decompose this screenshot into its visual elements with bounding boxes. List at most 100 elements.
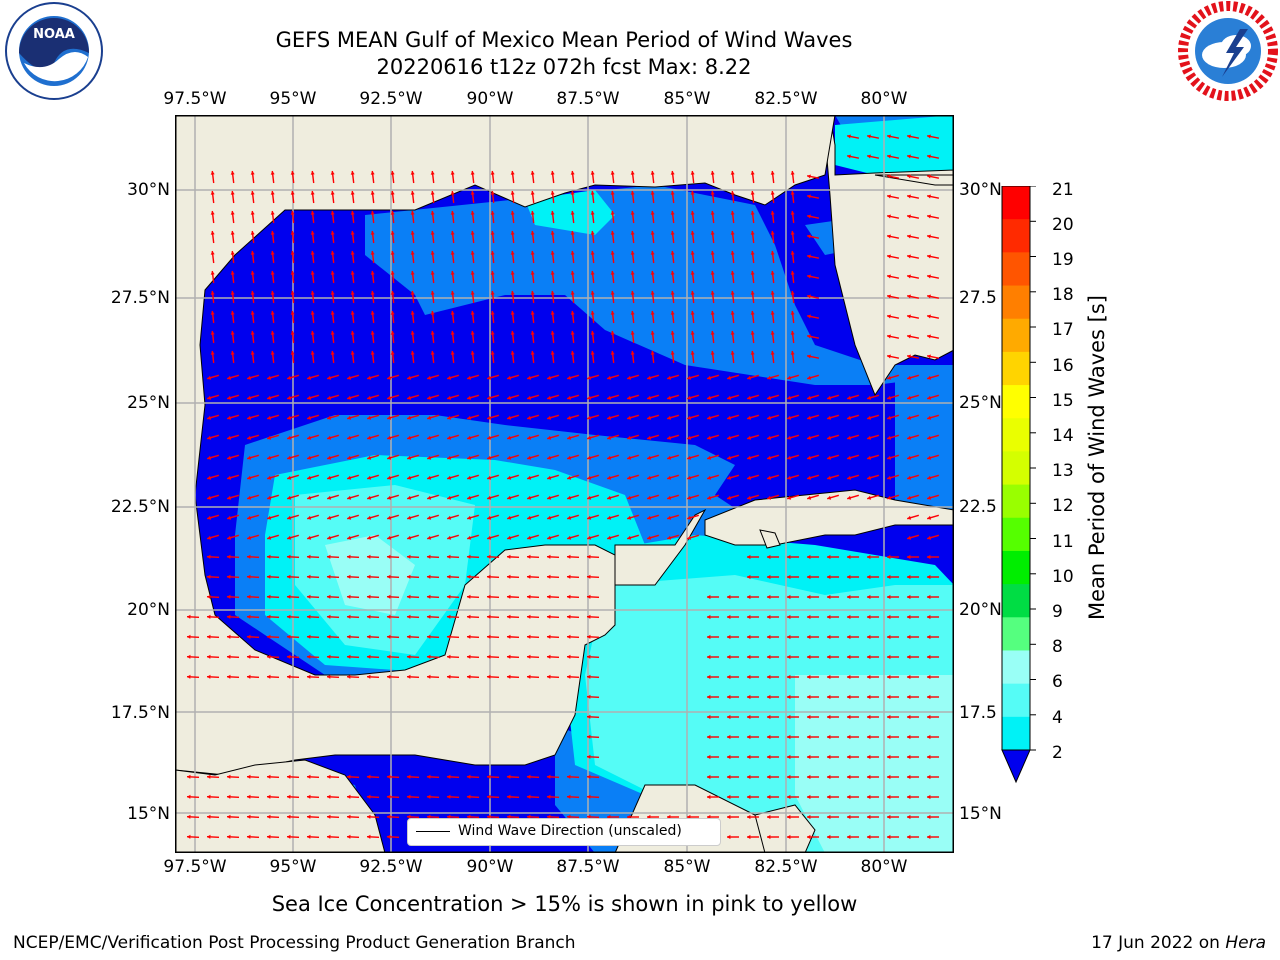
wind-wave-arrow-head [487, 495, 492, 500]
credit-right: 17 Jun 2022 on Hera [1091, 933, 1266, 953]
wind-wave-arrow-head [687, 535, 692, 540]
wind-wave-arrow-head [787, 594, 791, 600]
wind-wave-arrow-head [727, 754, 731, 760]
wind-wave-arrow-head [607, 435, 612, 440]
wind-wave-arrow-head [790, 171, 795, 175]
wind-wave-arrow-head [250, 331, 255, 335]
wind-wave-arrow-head [290, 351, 295, 355]
wind-wave-arrow-head [847, 774, 851, 780]
lat-label-right: 20°N [959, 600, 1002, 620]
wind-wave-arrow-head [430, 331, 435, 335]
wind-wave-arrow-head [347, 834, 351, 839]
wind-wave-arrow-head [630, 291, 635, 295]
wind-wave-arrow-head [450, 251, 455, 255]
wind-wave-arrow-head [207, 634, 211, 639]
wind-wave-arrow-head [827, 574, 831, 580]
wind-wave-arrow-head [270, 211, 275, 215]
wind-wave-arrow-head [390, 171, 395, 175]
wind-wave-arrow-head [767, 495, 772, 500]
wind-wave-arrow-head [587, 455, 592, 460]
wind-wave-arrow-head [247, 455, 252, 460]
wind-wave-arrow-head [507, 535, 512, 540]
wind-wave-arrow-head [270, 171, 275, 175]
wind-wave-arrow-head [827, 694, 831, 700]
wind-wave-arrow-head [587, 614, 591, 619]
wind-wave-arrow-head [247, 654, 251, 659]
colorbar-tick: 11 [1052, 532, 1074, 552]
wind-wave-arrow-head [267, 774, 271, 779]
wind-wave-arrow-head [327, 495, 332, 500]
wind-wave-arrow-head [927, 554, 931, 560]
wind-wave-arrow-head [487, 535, 492, 540]
wind-wave-arrow-head [727, 694, 731, 700]
wind-wave-arrow-head [670, 351, 675, 355]
colorbar-tick: 18 [1052, 285, 1074, 305]
lat-label-left: 30°N [127, 180, 170, 200]
wind-wave-arrow-head [727, 455, 732, 460]
wind-wave-arrow-head [730, 231, 735, 235]
wind-wave-arrow-head [750, 211, 755, 215]
wind-wave-arrow-head [447, 495, 452, 500]
wind-wave-arrow-head [887, 194, 891, 199]
lon-label-bottom: 87.5°W [556, 857, 620, 877]
wind-wave-arrow-head [330, 291, 335, 295]
wind-wave-arrow-head [787, 495, 792, 500]
wind-wave-arrow-head [530, 271, 535, 275]
wind-wave-arrow-head [687, 475, 692, 480]
wind-wave-arrow-head [887, 814, 891, 820]
wind-wave-arrow-head [827, 614, 831, 620]
wind-wave-arrow-head [787, 614, 791, 620]
wind-wave-arrow-head [267, 435, 272, 440]
wind-wave-arrow-head [707, 694, 711, 700]
wind-wave-arrow-head [467, 535, 472, 540]
wind-wave-arrow-head [650, 331, 655, 335]
wind-wave-arrow-head [267, 574, 271, 579]
wind-wave-arrow-head [467, 634, 471, 639]
wind-wave-arrow-head [427, 495, 432, 500]
wind-wave-arrow-head [227, 794, 231, 799]
wind-wave-arrow-head [350, 311, 355, 315]
wind-wave-arrow-head [207, 834, 211, 839]
wind-wave-arrow-head [187, 674, 191, 679]
wind-wave-arrow-head [747, 674, 751, 680]
wind-wave-arrow-head [450, 191, 455, 195]
wind-wave-arrow-head [567, 814, 571, 819]
wind-wave-arrow-head [767, 814, 771, 820]
wind-wave-arrow-head [587, 634, 591, 639]
wind-wave-arrow-head [327, 834, 331, 839]
wind-wave-arrow-head [330, 271, 335, 275]
wind-wave-arrow-head [867, 574, 871, 580]
wind-wave-arrow-head [707, 375, 712, 380]
wind-wave-arrows [186, 134, 940, 840]
wind-wave-arrow-head [227, 415, 232, 420]
wind-wave-arrow-head [407, 554, 411, 559]
wind-wave-arrow-head [790, 291, 795, 295]
wind-wave-arrow-head [547, 574, 551, 579]
wind-wave-arrow-head [807, 254, 811, 259]
wave-period-region [795, 675, 954, 853]
wind-wave-arrow-head [227, 814, 231, 819]
wind-wave-arrow-head [770, 251, 775, 255]
wind-wave-arrow-head [670, 231, 675, 235]
wind-wave-arrow-head [207, 674, 211, 679]
chart-title: GEFS MEAN Gulf of Mexico Mean Period of … [275, 28, 853, 52]
wind-wave-arrow-head [247, 794, 251, 799]
wind-wave-arrow-head [907, 734, 911, 740]
wind-wave-arrow-head [327, 375, 332, 380]
wind-wave-arrow-head [527, 455, 532, 460]
wind-wave-arrow-head [607, 415, 612, 420]
wind-wave-arrow-head [527, 574, 531, 579]
wind-wave-arrow-head [570, 211, 575, 215]
wind-wave-arrow-head [550, 271, 555, 275]
wind-wave-arrow-head [370, 191, 375, 195]
wind-wave-arrow-head [807, 375, 812, 380]
wind-wave-arrow-head [327, 515, 332, 520]
wind-wave-arrow-head [867, 554, 871, 560]
wind-wave-arrow-head [750, 191, 755, 195]
wind-wave-arrow-head [847, 694, 851, 700]
wind-wave-arrow-head [227, 614, 231, 619]
wind-wave-arrow-head [730, 291, 735, 295]
wind-wave-arrow-head [527, 634, 531, 639]
wind-wave-arrow-head [827, 814, 831, 820]
wind-wave-arrow-head [687, 495, 692, 500]
